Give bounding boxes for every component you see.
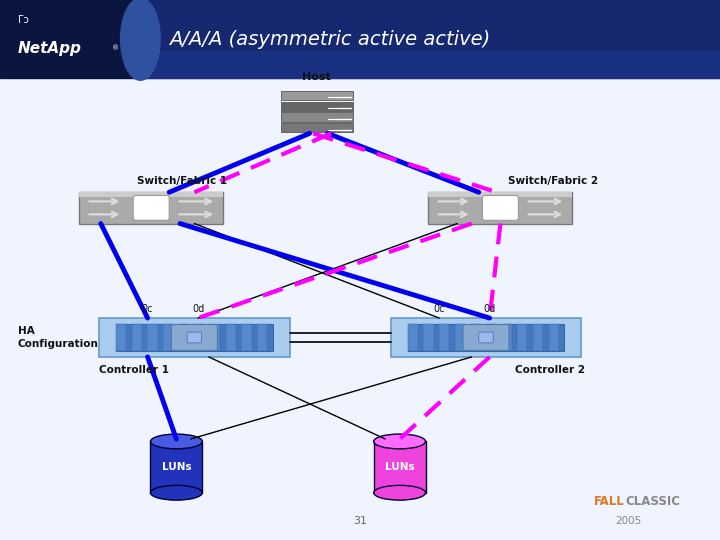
Ellipse shape xyxy=(150,434,202,449)
Text: 0c: 0c xyxy=(142,303,153,314)
Text: 2005: 2005 xyxy=(616,516,642,526)
Text: 0d: 0d xyxy=(483,303,496,314)
Text: ®: ® xyxy=(112,45,119,51)
Bar xyxy=(439,323,449,352)
Bar xyxy=(150,442,202,492)
Bar xyxy=(408,323,418,352)
FancyBboxPatch shape xyxy=(281,112,353,122)
FancyBboxPatch shape xyxy=(281,102,353,111)
Bar xyxy=(225,323,236,352)
Bar xyxy=(132,323,142,352)
Bar xyxy=(210,323,220,352)
Bar xyxy=(140,0,720,78)
FancyBboxPatch shape xyxy=(281,91,353,100)
Bar xyxy=(0,0,140,78)
Text: A/A/A (asymmetric active active): A/A/A (asymmetric active active) xyxy=(169,30,490,49)
Text: Γɔ: Γɔ xyxy=(18,15,29,25)
Bar xyxy=(502,323,512,352)
Bar xyxy=(194,323,204,352)
Bar xyxy=(533,323,543,352)
Bar xyxy=(0,78,720,540)
Bar xyxy=(241,323,251,352)
FancyBboxPatch shape xyxy=(171,325,217,350)
Text: LUNs: LUNs xyxy=(161,462,192,472)
Text: Controller 2: Controller 2 xyxy=(515,365,585,375)
FancyBboxPatch shape xyxy=(408,323,564,352)
Bar xyxy=(549,323,559,352)
FancyBboxPatch shape xyxy=(281,123,353,132)
Text: Controller 1: Controller 1 xyxy=(99,365,169,375)
FancyBboxPatch shape xyxy=(187,332,202,343)
Text: NetApp: NetApp xyxy=(18,41,82,56)
Text: 0d: 0d xyxy=(192,303,204,314)
Text: HA: HA xyxy=(18,326,35,336)
Ellipse shape xyxy=(374,434,426,449)
Ellipse shape xyxy=(374,485,426,500)
Bar xyxy=(116,323,126,352)
FancyBboxPatch shape xyxy=(463,325,509,350)
Bar xyxy=(486,323,496,352)
Text: Switch/Fabric 1: Switch/Fabric 1 xyxy=(137,176,227,186)
FancyBboxPatch shape xyxy=(482,195,518,220)
Text: Host: Host xyxy=(302,72,331,82)
Text: CLASSIC: CLASSIC xyxy=(625,495,680,508)
FancyBboxPatch shape xyxy=(99,318,289,357)
Bar xyxy=(517,323,528,352)
Bar xyxy=(374,442,426,492)
Bar xyxy=(470,323,480,352)
Text: Configuration: Configuration xyxy=(18,339,99,349)
Bar xyxy=(428,192,572,197)
FancyBboxPatch shape xyxy=(133,195,169,220)
FancyBboxPatch shape xyxy=(116,323,273,352)
Ellipse shape xyxy=(121,0,161,80)
Text: Switch/Fabric 2: Switch/Fabric 2 xyxy=(508,176,598,186)
Text: LUNs: LUNs xyxy=(384,462,415,472)
Bar xyxy=(148,323,158,352)
Text: 31: 31 xyxy=(353,516,367,526)
Text: 0c: 0c xyxy=(433,303,445,314)
Text: FALL: FALL xyxy=(594,495,625,508)
Ellipse shape xyxy=(150,485,202,500)
FancyBboxPatch shape xyxy=(390,318,582,357)
Bar xyxy=(140,51,720,78)
Bar xyxy=(179,323,189,352)
FancyBboxPatch shape xyxy=(479,332,493,343)
Bar xyxy=(79,192,223,197)
FancyBboxPatch shape xyxy=(79,192,223,224)
Bar xyxy=(455,323,465,352)
Bar xyxy=(163,323,174,352)
FancyBboxPatch shape xyxy=(428,192,572,224)
Bar xyxy=(257,323,267,352)
Bar xyxy=(423,323,433,352)
